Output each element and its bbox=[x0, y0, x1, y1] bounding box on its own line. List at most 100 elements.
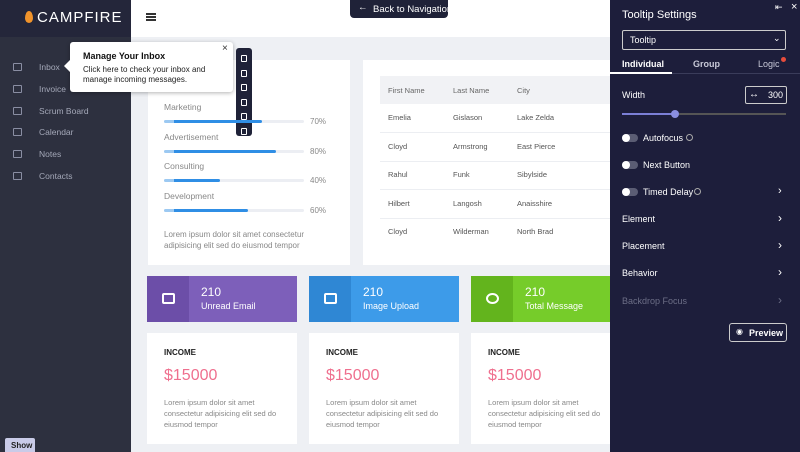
table-cell: Gislason bbox=[453, 113, 483, 122]
stat-icon bbox=[324, 293, 337, 304]
nav-item[interactable]: Notes bbox=[39, 149, 62, 159]
stat-icon bbox=[162, 293, 175, 304]
nav-icon bbox=[13, 107, 22, 115]
nav-item[interactable]: Calendar bbox=[39, 127, 74, 137]
nav-icon bbox=[13, 172, 22, 180]
tooltip-arrow bbox=[64, 60, 70, 72]
stat-label: Total Message bbox=[525, 301, 584, 311]
section[interactable]: Behavior bbox=[622, 268, 658, 278]
toolbar-icon bbox=[241, 69, 247, 77]
income-title: INCOME bbox=[488, 348, 520, 357]
tooltip-body: Click here to check your inbox and manag… bbox=[83, 65, 206, 84]
section[interactable]: Element bbox=[622, 214, 656, 224]
row-divider bbox=[380, 189, 610, 190]
width-input[interactable]: ↔ 300 bbox=[745, 86, 787, 104]
toolbar-icon bbox=[241, 113, 247, 120]
table-cell: Cloyd bbox=[388, 141, 408, 151]
income-amount: $15000 bbox=[326, 367, 380, 384]
width-value: 300 bbox=[768, 90, 784, 100]
tab[interactable]: Group bbox=[693, 59, 720, 69]
tooltip: Manage Your Inbox Click here to check yo… bbox=[64, 42, 233, 92]
row-divider bbox=[380, 217, 610, 219]
width-icon: ↔ bbox=[749, 89, 759, 100]
width-label: Width bbox=[622, 90, 646, 100]
nav-item[interactable]: Inbox bbox=[39, 62, 60, 72]
nav-icon bbox=[13, 85, 22, 93]
table-cell: Funk bbox=[453, 170, 470, 179]
income-card: INCOME $15000 Lorem ipsum dolor sit amet c… bbox=[309, 333, 459, 444]
row-divider bbox=[380, 160, 610, 162]
tab[interactable]: Logic bbox=[758, 59, 780, 69]
select[interactable]: Tooltip ⌄ bbox=[622, 30, 786, 50]
slider-knob[interactable] bbox=[671, 110, 679, 118]
tab-divider bbox=[610, 73, 800, 74]
income-text: Lorem ipsum dolor sit amet consectetur a… bbox=[164, 398, 277, 429]
tooltip-title: Manage Your Inbox bbox=[83, 51, 166, 61]
stat-icon-box bbox=[309, 276, 351, 322]
logic-dot bbox=[781, 57, 786, 62]
progress-value: 40% bbox=[310, 176, 327, 185]
table-header-cell: City bbox=[517, 86, 530, 95]
progress-value: 70% bbox=[310, 117, 327, 126]
progress-value: 60% bbox=[310, 205, 327, 215]
brand-icon bbox=[25, 11, 33, 23]
progress-fill bbox=[164, 120, 262, 123]
row-divider bbox=[380, 132, 610, 133]
progress-label: Advertisement bbox=[164, 131, 219, 142]
income-text: Lorem ipsum dolor sit amet consectetur a… bbox=[326, 398, 439, 429]
nav-icon bbox=[13, 128, 22, 136]
section[interactable]: Backdrop Focus bbox=[622, 296, 688, 306]
show-label: Show bbox=[11, 441, 33, 450]
progress-fill bbox=[164, 208, 248, 212]
progress-label: Consulting bbox=[164, 161, 205, 171]
toggle[interactable] bbox=[622, 134, 638, 142]
stat-card: 210 Unread Email bbox=[147, 276, 297, 322]
toggle[interactable] bbox=[622, 161, 638, 169]
preview-label: Preview bbox=[749, 328, 784, 338]
select-value: Tooltip bbox=[630, 35, 657, 45]
stat-icon-box bbox=[147, 276, 189, 322]
income-title: INCOME bbox=[326, 348, 358, 357]
stat-card: 210 Image Upload bbox=[309, 276, 459, 322]
slider-track bbox=[622, 113, 786, 115]
income-card: INCOME $15000 Lorem ipsum dolor sit amet c… bbox=[471, 333, 610, 444]
show-button[interactable]: Show bbox=[5, 438, 35, 452]
preview-button[interactable]: ◉ Preview bbox=[729, 323, 787, 342]
brand: CAMPFIRE bbox=[37, 9, 123, 26]
table-cell: North Brad bbox=[517, 227, 554, 236]
table-cell: Emelia bbox=[388, 113, 411, 122]
toggle-knob bbox=[622, 161, 630, 169]
tab[interactable]: Individual bbox=[622, 59, 665, 69]
nav-item[interactable]: Scrum Board bbox=[39, 106, 89, 116]
table-cell: East Pierce bbox=[517, 141, 556, 151]
progress-label: Development bbox=[164, 190, 215, 201]
brand-bar bbox=[0, 0, 131, 37]
back-button[interactable]: ← Back to Navigation bbox=[350, 0, 452, 18]
slider-fill bbox=[622, 113, 675, 115]
table-header-cell: Last Name bbox=[453, 86, 490, 95]
stat-value: 210 bbox=[525, 285, 546, 299]
nav-item[interactable]: Invoice bbox=[39, 84, 66, 94]
tooltip-close[interactable]: × bbox=[222, 43, 228, 54]
progress-value: 80% bbox=[310, 146, 327, 156]
table-cell: Lake Zelda bbox=[517, 113, 555, 122]
panel-pin[interactable]: ⇤ bbox=[775, 2, 783, 12]
nav-icon bbox=[13, 150, 22, 158]
toggle-label: Timed Delay bbox=[643, 187, 694, 197]
chevron: › bbox=[778, 293, 782, 307]
income-title: INCOME bbox=[164, 348, 196, 357]
panel-title: Tooltip Settings bbox=[622, 9, 697, 21]
section[interactable]: Placement bbox=[622, 241, 665, 251]
table-cell: Anaisshire bbox=[517, 198, 553, 208]
toggle[interactable] bbox=[622, 188, 638, 196]
menu-icon[interactable] bbox=[146, 13, 156, 21]
table-cell: Armstrong bbox=[453, 141, 488, 151]
progress-text: Lorem ipsum dolor sit amet consectetur a… bbox=[164, 230, 305, 250]
toggle-label: Autofocus bbox=[643, 133, 684, 143]
toolbar-icon bbox=[241, 84, 247, 91]
toolbar-icon bbox=[241, 127, 247, 135]
panel-close[interactable]: × bbox=[791, 1, 798, 13]
nav-item[interactable]: Contacts bbox=[39, 171, 73, 181]
